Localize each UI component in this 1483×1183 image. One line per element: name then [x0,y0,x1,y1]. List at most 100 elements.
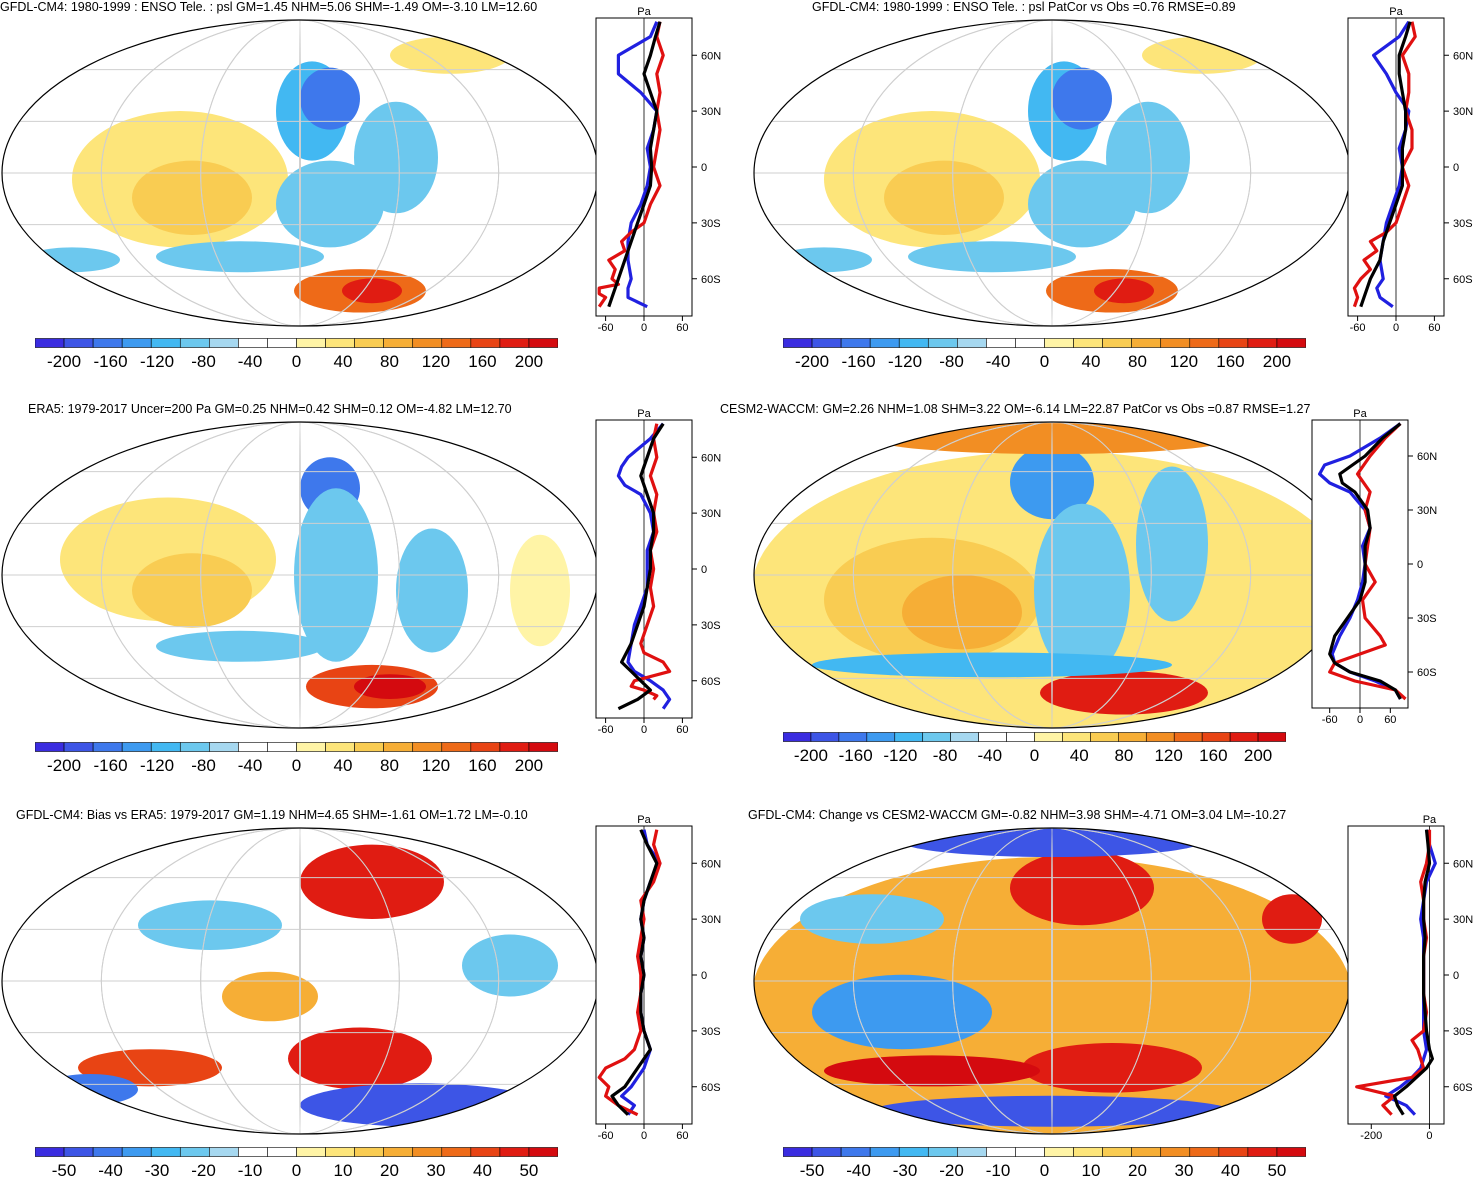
colorbar-box [325,338,355,348]
colorbar-tick-label: -10 [237,1161,263,1180]
colorbar-labels: -50 -40 -30 -20 -10 0 10 20 30 40 50 [783,1161,1306,1183]
colorbar-tick-label: -10 [985,1161,1011,1180]
x-tick-label: 60 [676,724,688,736]
colorbar-labels: -200 -160 -120 -80 -40 0 40 80 120 160 200 [35,756,558,778]
colorbar-tick-label: -20 [191,1161,216,1180]
colorbar-box [1257,732,1286,742]
anomaly-region [300,1083,540,1127]
colorbar-box [1145,732,1175,742]
colorbar-box [1102,338,1132,348]
panel-title: ERA5: 1979-2017 Uncer=200 Pa GM=0.25 NHM… [28,402,512,416]
colorbar-box [866,732,896,742]
colorbar-box [179,338,210,348]
map-field [754,422,1350,728]
colorbar-box [35,1147,65,1157]
colorbar-tick-label: -160 [93,756,128,775]
colorbar-tick-label: -40 [846,1161,871,1180]
lat-tick-label: 60N [1417,451,1437,463]
map [1,19,599,327]
colorbar-box [927,338,958,348]
colorbar-tick-label: -200 [795,352,830,371]
anomaly-region [1028,160,1136,248]
colorbar-tick-label: -40 [977,746,1003,765]
colorbar-tick-label: 200 [514,756,544,775]
colorbar-box [1034,732,1063,742]
colorbar-tick-label: 40 [333,352,353,371]
anomaly-region [1262,894,1322,944]
lat-tick-label: 60S [701,274,721,286]
colorbar-box [383,1147,414,1157]
colorbar-box [528,742,558,752]
lat-tick-label: 30S [701,1026,721,1038]
map [1,421,599,729]
longitude-gridline [200,828,400,1134]
colorbar-tick-label: 20 [380,1161,399,1180]
colorbar-labels: -200 -160 -120 -80 -40 0 40 80 120 160 200 [783,352,1306,374]
colorbar-box [1062,732,1091,742]
profile-line [597,829,662,1117]
zonal-profile: Pa 60N 30N 0 30S 60S -60 0 60 [595,6,721,334]
colorbar-box [296,1147,326,1157]
colorbar-box [1247,338,1278,348]
colorbar-tick-label: 120 [1154,746,1183,765]
profile-line [1328,422,1407,701]
colorbar-box [1160,338,1191,348]
colorbar-tick-label: -50 [799,1161,825,1180]
longitude-gridline [952,20,1152,326]
colorbar-box [986,338,1016,348]
lat-tick-label: 30N [701,914,721,926]
lat-tick-label: 0 [1453,970,1459,982]
colorbar-tick-label: 40 [1081,352,1101,371]
map [753,421,1351,729]
colorbar-box [267,742,297,752]
colorbar-box [209,742,239,752]
longitude-gridline [852,422,1252,728]
colorbar-box [783,1147,813,1157]
colorbar-box [528,338,558,348]
colorbar-box [1218,338,1249,348]
colorbar-tick-label: 10 [1081,1161,1101,1180]
colorbar-tick-label: -50 [51,1161,77,1180]
panel-gfdl-cm4-bias: GFDL-CM4: Bias vs ERA5: 1979-2017 GM=1.1… [0,808,741,1181]
x-tick-label: 0 [1357,714,1363,726]
x-tick-label: 60 [676,1130,688,1142]
longitude-gridline [299,20,301,326]
colorbar-tick-label: 0 [291,756,302,775]
colorbar: -200 -160 -120 -80 -40 0 40 80 120 160 200 [783,338,1306,371]
map [753,19,1351,327]
anomaly-region [776,247,872,273]
anomaly-region [396,528,468,653]
anomaly-region [1094,278,1154,304]
colorbar-tick-label: 40 [333,756,353,775]
profile-line [1392,829,1435,1116]
lat-tick-label: 60S [1417,667,1437,679]
lat-tick-label: 60S [701,676,721,688]
x-tick-label: -60 [598,724,614,736]
anomaly-region [884,160,1004,235]
anomaly-region [288,1027,432,1090]
colorbar-boxes [783,338,1306,348]
colorbar-tick-label: -120 [883,746,918,765]
colorbar-box [1015,1147,1045,1157]
lat-tick-label: 60S [1453,274,1473,286]
colorbar-box [927,1147,958,1157]
colorbar-box [1160,1147,1191,1157]
longitude-gridline [100,422,500,728]
anomaly-region [24,247,120,273]
colorbar-tick-label: -120 [888,352,923,371]
colorbar-box [1073,338,1103,348]
colorbar-box [209,338,239,348]
colorbar-labels: -200 -160 -120 -80 -40 0 40 80 120 160 200 [783,746,1286,768]
anomaly-region [276,160,384,248]
colorbar-tick-label: 200 [1262,352,1292,371]
colorbar-box [1131,338,1162,348]
profile-line [616,21,659,309]
map-field [2,828,598,1134]
colorbar-box [92,338,123,348]
colorbar-tick-label: 80 [380,352,399,371]
colorbar-tick-label: 120 [421,756,451,775]
colorbar-tick-label: -160 [93,352,128,371]
lat-tick-label: 30S [1453,218,1473,230]
longitude-gridline [952,422,1152,728]
anomaly-region [132,160,252,235]
